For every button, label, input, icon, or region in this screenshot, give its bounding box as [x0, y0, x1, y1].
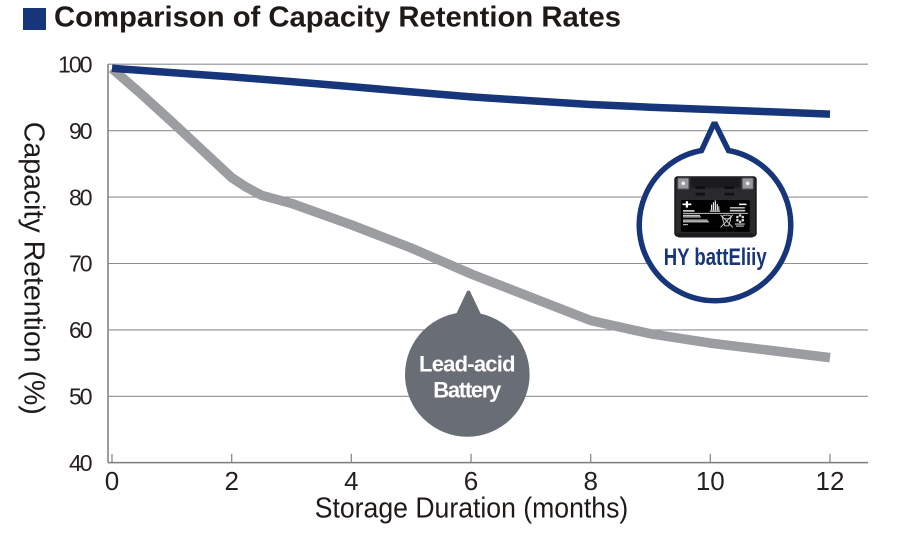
- svg-text:60: 60: [69, 317, 93, 343]
- svg-text:90: 90: [69, 118, 93, 144]
- svg-text:100: 100: [58, 51, 93, 77]
- svg-text:HY battEliiy: HY battEliiy: [664, 244, 767, 271]
- svg-text:80: 80: [69, 184, 93, 210]
- svg-text:50: 50: [69, 384, 93, 410]
- svg-text:8: 8: [583, 466, 597, 496]
- svg-text:Battery: Battery: [433, 378, 502, 403]
- svg-text:Storage Duration (months): Storage Duration (months): [315, 493, 629, 525]
- svg-text:4: 4: [344, 466, 358, 496]
- svg-text:Comparison of Capacity Retenti: Comparison of Capacity Retention Rates: [54, 2, 621, 34]
- svg-text:0: 0: [105, 466, 119, 496]
- svg-text:12: 12: [816, 466, 845, 496]
- svg-text:10: 10: [696, 466, 725, 496]
- svg-text:2: 2: [224, 466, 238, 496]
- svg-text:Capacity Retention (%): Capacity Retention (%): [18, 122, 50, 415]
- svg-text:70: 70: [69, 251, 93, 277]
- svg-text:Lead-acid: Lead-acid: [419, 352, 516, 377]
- svg-text:6: 6: [464, 466, 478, 496]
- svg-text:40: 40: [69, 450, 93, 476]
